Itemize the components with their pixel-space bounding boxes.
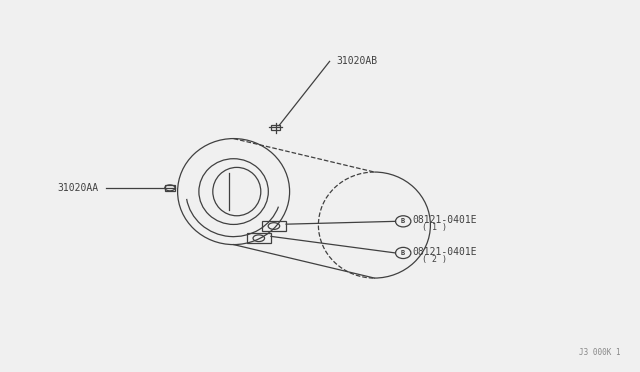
Text: 31020AA: 31020AA — [58, 183, 99, 193]
Text: 08121-0401E: 08121-0401E — [413, 215, 477, 225]
Text: 31020AB: 31020AB — [336, 57, 377, 66]
Text: B: B — [401, 250, 405, 256]
Text: J3 000K 1: J3 000K 1 — [579, 348, 621, 357]
Bar — [262, 221, 286, 231]
Text: 08121-0401E: 08121-0401E — [413, 247, 477, 257]
Bar — [246, 233, 271, 243]
Bar — [164, 185, 175, 191]
Text: ( 2 ): ( 2 ) — [422, 255, 447, 264]
Text: ( 1 ): ( 1 ) — [422, 223, 447, 232]
Bar — [271, 125, 280, 130]
Text: B: B — [401, 218, 405, 224]
